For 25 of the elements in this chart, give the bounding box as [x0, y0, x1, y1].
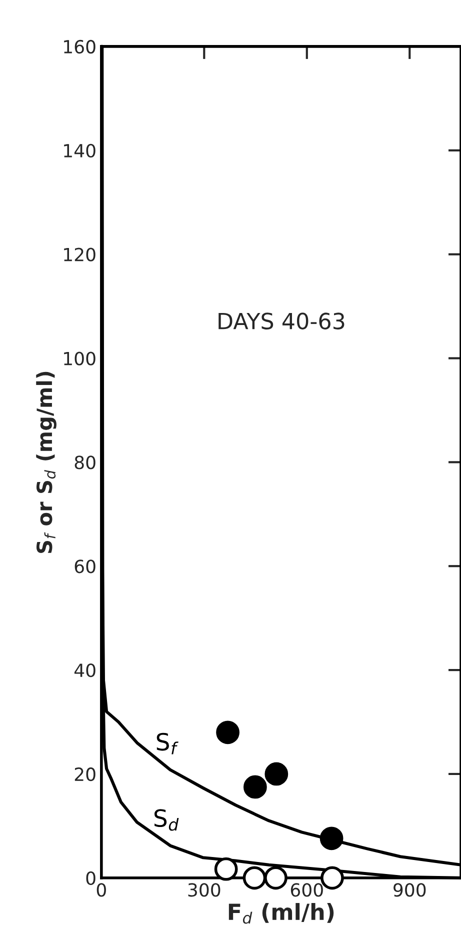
point: [214, 857, 238, 881]
point: [216, 720, 240, 744]
point: [243, 775, 267, 799]
x-tick-label: 900: [394, 883, 426, 897]
y-tick-label: 120: [64, 248, 96, 262]
y-tick-label: 140: [64, 144, 96, 158]
y-axis-title: S$_{f}$ or S$_{d}$ (mg/ml): [36, 372, 56, 553]
series-label: S$_{d}$: [154, 809, 179, 831]
x-tick-label: 600: [290, 883, 323, 897]
y-tick-label: 20: [74, 767, 96, 782]
y-tick-label: 80: [74, 456, 96, 470]
y-tick-label: 40: [74, 664, 96, 678]
x-tick-label: 0: [96, 883, 106, 897]
y-tick-label: 0: [86, 871, 96, 886]
series-label: S$_{f}$: [156, 732, 178, 754]
y-tick-label: 100: [64, 352, 96, 366]
y-tick-label: 160: [64, 40, 96, 54]
point: [264, 866, 288, 890]
point: [320, 826, 344, 850]
x-axis-title: F$_{d}$ (ml/h): [228, 903, 334, 924]
annotation: DAYS 40-63: [218, 312, 344, 330]
x-tick-label: 300: [188, 883, 220, 897]
point: [242, 866, 266, 890]
point: [264, 762, 288, 786]
y-tick-label: 60: [74, 560, 96, 574]
